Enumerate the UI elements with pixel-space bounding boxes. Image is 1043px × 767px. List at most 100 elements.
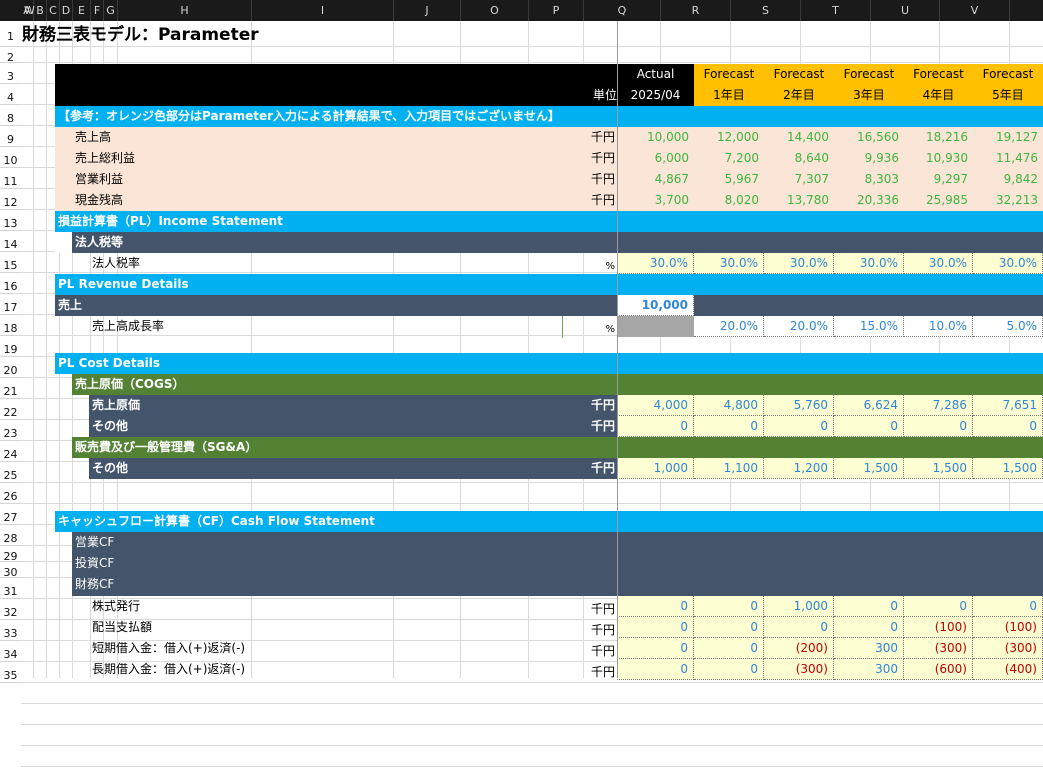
- sales-actual-input[interactable]: 10,000: [617, 295, 694, 316]
- row-header-34[interactable]: 34: [0, 641, 21, 662]
- row-header-2[interactable]: 2: [0, 47, 21, 64]
- cf-item-input[interactable]: (300): [764, 659, 834, 680]
- cf-item-input[interactable]: 0: [694, 638, 764, 659]
- row-header-30[interactable]: 30: [0, 562, 21, 579]
- row-header-9[interactable]: 9: [0, 126, 21, 147]
- growth-rate-input[interactable]: 20.0%: [764, 316, 834, 337]
- row-header-4[interactable]: 4: [0, 84, 21, 105]
- row-header-20[interactable]: 20: [0, 357, 21, 378]
- column-header-f[interactable]: F: [91, 0, 104, 21]
- cf-item-input[interactable]: 0: [617, 659, 694, 680]
- cf-item-input[interactable]: (600): [904, 659, 973, 680]
- growth-rate-input[interactable]: 20.0%: [694, 316, 764, 337]
- tax-rate-input[interactable]: 30.0%: [617, 253, 694, 274]
- tax-rate-input[interactable]: 30.0%: [973, 253, 1043, 274]
- cf-item-input[interactable]: (300): [973, 638, 1043, 659]
- row-header-17[interactable]: 17: [0, 294, 21, 315]
- cf-item-input[interactable]: 0: [694, 617, 764, 638]
- tax-rate-input[interactable]: 30.0%: [764, 253, 834, 274]
- cf-item-input[interactable]: (200): [764, 638, 834, 659]
- column-header-g[interactable]: G: [104, 0, 118, 21]
- row-header-22[interactable]: 22: [0, 399, 21, 420]
- growth-rate-input[interactable]: 15.0%: [834, 316, 904, 337]
- column-header-s[interactable]: S: [731, 0, 801, 21]
- cf-item-input[interactable]: 0: [617, 638, 694, 659]
- cf-item-input[interactable]: 300: [834, 638, 904, 659]
- cogs-input[interactable]: 5,760: [764, 395, 834, 416]
- row-header-14[interactable]: 14: [0, 231, 21, 252]
- column-header-b[interactable]: B: [34, 0, 47, 21]
- cf-item-input[interactable]: 0: [834, 617, 904, 638]
- row-header-1[interactable]: 1: [0, 21, 21, 47]
- row-header-31[interactable]: 31: [0, 578, 21, 599]
- column-header-v[interactable]: V: [940, 0, 1010, 21]
- growth-rate-input[interactable]: 10.0%: [904, 316, 973, 337]
- row-header-11[interactable]: 11: [0, 168, 21, 189]
- column-header-w[interactable]: W: [0, 0, 60, 21]
- sga-other-input[interactable]: 1,100: [694, 458, 764, 479]
- cf-item-input[interactable]: (100): [973, 617, 1043, 638]
- row-header-26[interactable]: 26: [0, 483, 21, 504]
- growth-rate-input[interactable]: 5.0%: [973, 316, 1043, 337]
- row-header-12[interactable]: 12: [0, 189, 21, 210]
- cf-item-input[interactable]: 0: [694, 596, 764, 617]
- cf-item-input[interactable]: (400): [973, 659, 1043, 680]
- row-header-18[interactable]: 18: [0, 315, 21, 336]
- sga-other-input[interactable]: 1,000: [617, 458, 694, 479]
- cogs-other-input[interactable]: 0: [904, 416, 973, 437]
- cogs-other-input[interactable]: 0: [973, 416, 1043, 437]
- row-header-19[interactable]: 19: [0, 336, 21, 357]
- cf-item-input[interactable]: 0: [834, 596, 904, 617]
- sga-other-input[interactable]: 1,500: [973, 458, 1043, 479]
- row-header-35[interactable]: 35: [0, 662, 21, 683]
- row-header-21[interactable]: 21: [0, 378, 21, 399]
- cogs-other-input[interactable]: 0: [694, 416, 764, 437]
- row-header-23[interactable]: 23: [0, 420, 21, 441]
- row-header-15[interactable]: 15: [0, 252, 21, 273]
- column-header-o[interactable]: O: [461, 0, 529, 21]
- row-header-3[interactable]: 3: [0, 63, 21, 84]
- cf-item-input[interactable]: 0: [694, 659, 764, 680]
- sga-other-input[interactable]: 1,200: [764, 458, 834, 479]
- row-header-13[interactable]: 13: [0, 210, 21, 231]
- select-all-corner[interactable]: [0, 0, 21, 21]
- cogs-other-input[interactable]: 0: [764, 416, 834, 437]
- row-header-33[interactable]: 33: [0, 620, 21, 641]
- cf-item-input[interactable]: 1,000: [764, 596, 834, 617]
- row-header-28[interactable]: 28: [0, 525, 21, 546]
- tax-rate-input[interactable]: 30.0%: [694, 253, 764, 274]
- row-header-27[interactable]: 27: [0, 504, 21, 525]
- cf-item-input[interactable]: 0: [764, 617, 834, 638]
- column-header-u[interactable]: U: [871, 0, 940, 21]
- cf-item-input[interactable]: 0: [904, 596, 973, 617]
- column-header-d[interactable]: D: [60, 0, 73, 21]
- tax-rate-input[interactable]: 30.0%: [904, 253, 973, 274]
- cf-item-input[interactable]: 0: [617, 596, 694, 617]
- cogs-input[interactable]: 4,800: [694, 395, 764, 416]
- sga-other-input[interactable]: 1,500: [904, 458, 973, 479]
- row-header-8[interactable]: 8: [0, 105, 21, 126]
- cogs-other-input[interactable]: 0: [834, 416, 904, 437]
- cf-item-input[interactable]: 0: [617, 617, 694, 638]
- row-header-29[interactable]: 29: [0, 546, 21, 563]
- row-header-24[interactable]: 24: [0, 441, 21, 462]
- cogs-input[interactable]: 6,624: [834, 395, 904, 416]
- column-header-q[interactable]: Q: [584, 0, 661, 21]
- cf-item-input[interactable]: 300: [834, 659, 904, 680]
- sga-other-input[interactable]: 1,500: [834, 458, 904, 479]
- cogs-other-input[interactable]: 0: [617, 416, 694, 437]
- column-header-a[interactable]: A: [21, 0, 34, 21]
- column-header-i[interactable]: I: [252, 0, 394, 21]
- row-header-10[interactable]: 10: [0, 147, 21, 168]
- column-header-j[interactable]: J: [394, 0, 461, 21]
- row-header-16[interactable]: 16: [0, 273, 21, 294]
- column-header-p[interactable]: P: [529, 0, 584, 21]
- cogs-input[interactable]: 7,286: [904, 395, 973, 416]
- cf-item-input[interactable]: (100): [904, 617, 973, 638]
- cf-item-input[interactable]: (300): [904, 638, 973, 659]
- cf-item-input[interactable]: 0: [973, 596, 1043, 617]
- tax-rate-input[interactable]: 30.0%: [834, 253, 904, 274]
- row-header-25[interactable]: 25: [0, 462, 21, 483]
- row-header-32[interactable]: 32: [0, 599, 21, 620]
- column-header-e[interactable]: E: [73, 0, 91, 21]
